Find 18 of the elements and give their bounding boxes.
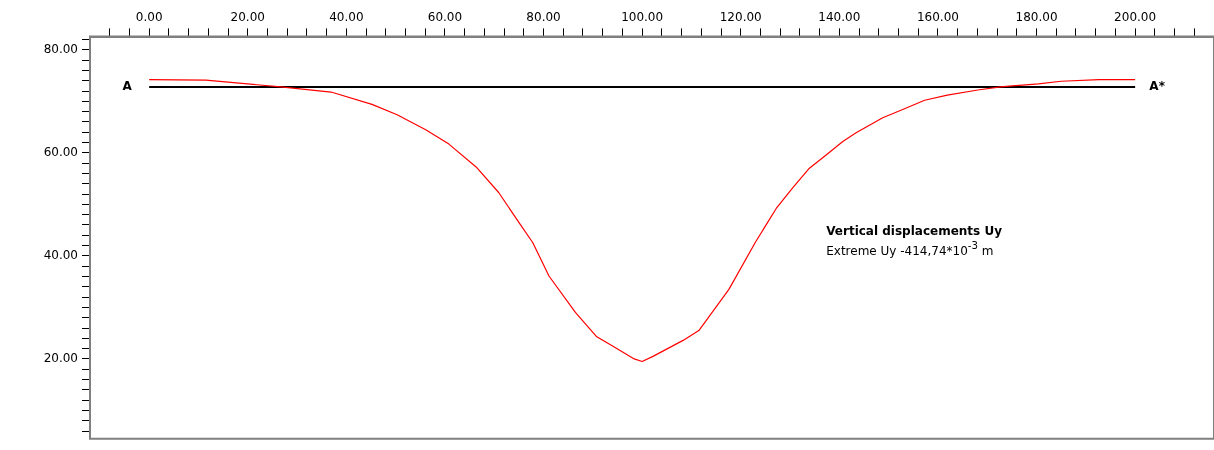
y-tick-label: 60.00 — [43, 144, 78, 159]
annotation: A* — [1149, 79, 1166, 94]
y-tick-label: 80.00 — [43, 41, 78, 56]
y-tick-label: 20.00 — [43, 351, 78, 366]
x-tick-label: 120.00 — [719, 10, 762, 25]
x-tick-label: 180.00 — [1015, 10, 1058, 25]
x-tick-label: 40.00 — [329, 10, 364, 25]
annotation: Vertical displacements Uy — [826, 223, 1003, 238]
x-tick-label: 140.00 — [818, 10, 861, 25]
x-tick-label: 100.00 — [621, 10, 664, 25]
x-tick-label: 200.00 — [1114, 10, 1157, 25]
x-tick-label: 20.00 — [230, 10, 265, 25]
x-tick-label: 160.00 — [916, 10, 959, 25]
y-tick-label: 40.00 — [43, 248, 78, 263]
annotation: A — [122, 79, 133, 94]
x-tick-label: 0.00 — [135, 10, 163, 25]
x-tick-label: 80.00 — [526, 10, 561, 25]
x-tick-label: 60.00 — [427, 10, 463, 25]
